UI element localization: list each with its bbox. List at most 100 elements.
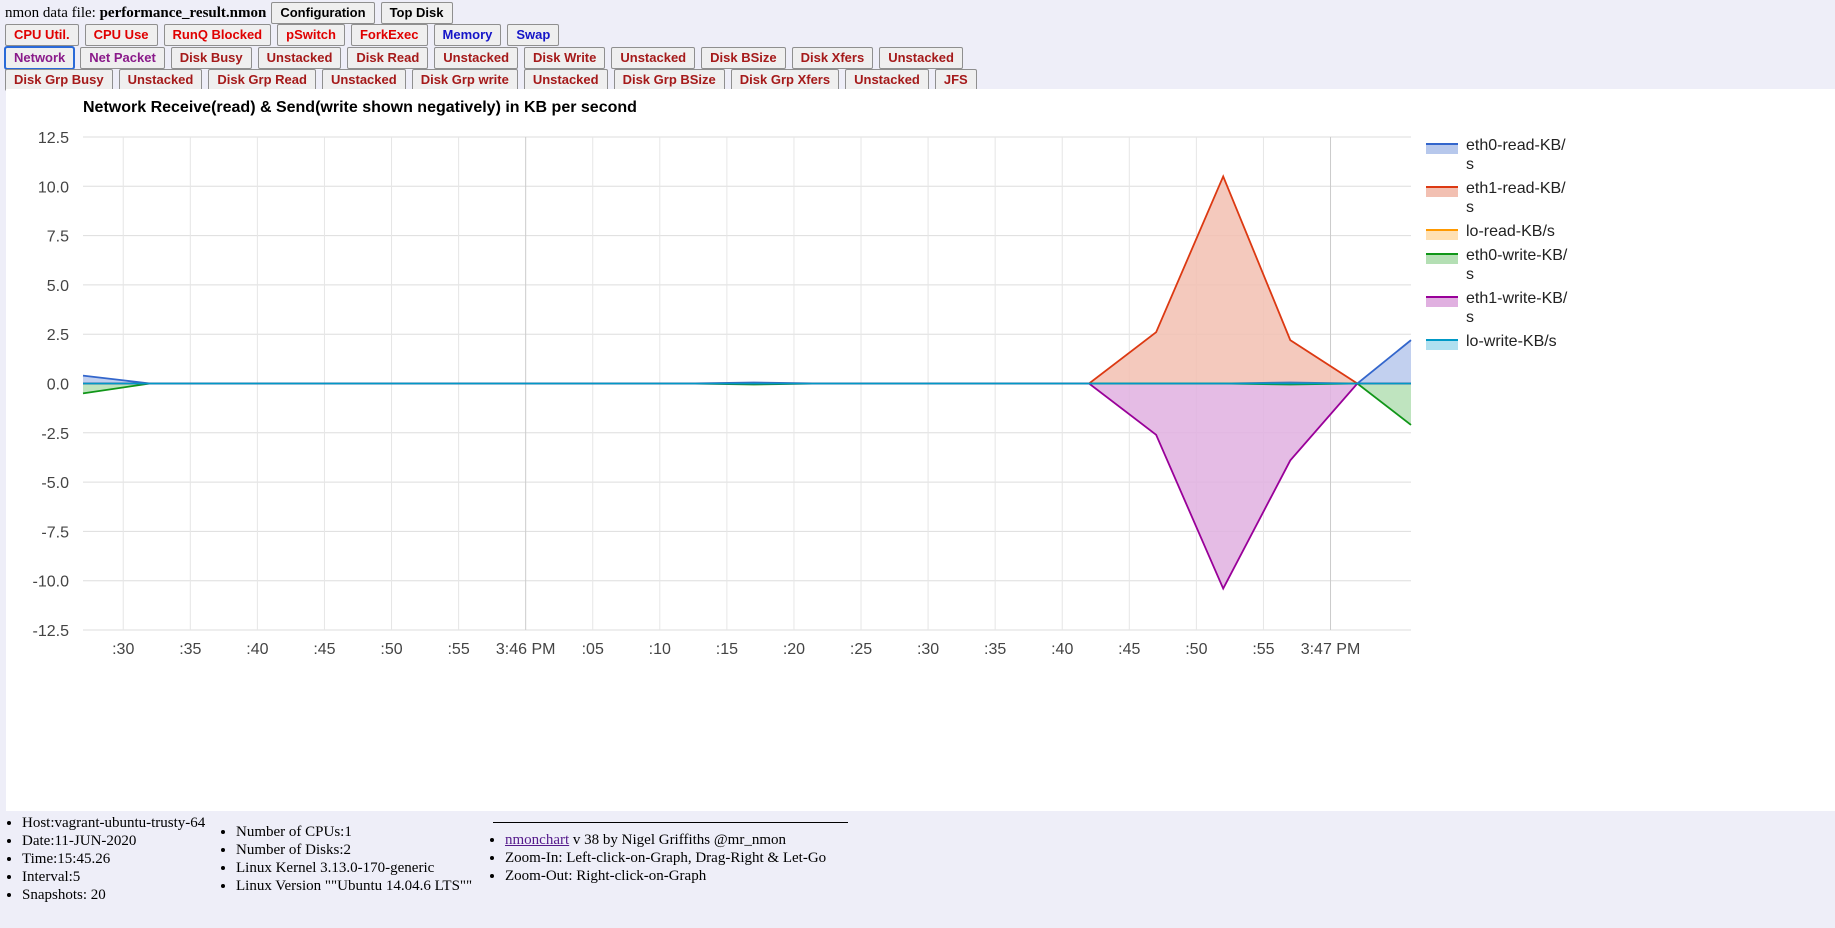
tab-cpu-util-button[interactable]: CPU Util. xyxy=(5,24,79,46)
tab-unstacked-button[interactable]: Unstacked xyxy=(434,47,519,69)
system-info-item: Linux Kernel 3.13.0-170-generic xyxy=(236,859,472,877)
legend-swatch xyxy=(1426,187,1458,197)
system-info-list: Number of CPUs:1Number of Disks:2Linux K… xyxy=(214,823,472,895)
x-tick-label: :50 xyxy=(380,641,402,658)
y-tick-label: -12.5 xyxy=(33,623,70,640)
x-tick-label: :35 xyxy=(179,641,201,658)
credit-text: v 38 by Nigel Griffiths @mr_nmon xyxy=(569,832,787,848)
x-tick-label: :50 xyxy=(1185,641,1207,658)
x-tick-label: :45 xyxy=(1118,641,1140,658)
tab-disk-busy-button[interactable]: Disk Busy xyxy=(170,47,252,69)
y-tick-label: 7.5 xyxy=(47,229,69,246)
legend-entry-eth1-write-kb-s[interactable]: eth1-write-KB/s xyxy=(1426,290,1568,326)
legend-swatch xyxy=(1426,254,1458,264)
zoom-in-hint: Zoom-In: Left-click-on-Graph, Drag-Right… xyxy=(505,849,826,867)
credit-item: nmonchart v 38 by Nigel Griffiths @mr_nm… xyxy=(505,831,826,849)
legend-entry-eth0-read-kb-s[interactable]: eth0-read-KB/s xyxy=(1426,137,1566,173)
tab-net-packet-button[interactable]: Net Packet xyxy=(80,47,165,69)
legend-entry-eth0-write-kb-s[interactable]: eth0-write-KB/s xyxy=(1426,247,1568,283)
x-tick-label: :10 xyxy=(649,641,671,658)
tab-disk-xfers-button[interactable]: Disk Xfers xyxy=(791,47,874,69)
legend-entry-eth1-read-kb-s[interactable]: eth1-read-KB/s xyxy=(1426,180,1566,216)
legend-label: s xyxy=(1466,156,1474,173)
x-tick-label: :35 xyxy=(984,641,1006,658)
y-tick-label: 12.5 xyxy=(38,130,69,147)
y-tick-label: -7.5 xyxy=(41,524,69,541)
legend-entry-lo-write-kb-s[interactable]: lo-write-KB/s xyxy=(1426,333,1557,350)
network-chart[interactable]: Network Receive(read) & Send(write shown… xyxy=(6,89,1835,811)
top-disk-button[interactable]: Top Disk xyxy=(380,2,453,24)
tab-unstacked-button[interactable]: Unstacked xyxy=(321,69,406,91)
tab-disk-read-button[interactable]: Disk Read xyxy=(347,47,429,69)
tab-pswitch-button[interactable]: pSwitch xyxy=(277,24,345,46)
nmonchart-link[interactable]: nmonchart xyxy=(505,832,570,848)
x-tick-label: :55 xyxy=(447,641,469,658)
tab-runq-blocked-button[interactable]: RunQ Blocked xyxy=(163,24,272,46)
tab-network-button[interactable]: Network xyxy=(3,46,76,70)
x-tick-label: :30 xyxy=(112,641,134,658)
tab-unstacked-button[interactable]: Unstacked xyxy=(845,69,929,91)
tab-unstacked-button[interactable]: Unstacked xyxy=(611,47,696,69)
system-info-item: Number of Disks:2 xyxy=(236,841,472,859)
tab-disk-grp-bsize-button[interactable]: Disk Grp BSize xyxy=(613,69,725,91)
host-info-list: Host:vagrant-ubuntu-trusty-64Date:11-JUN… xyxy=(0,814,205,904)
tab-unstacked-button[interactable]: Unstacked xyxy=(523,69,608,91)
x-tick-label: :30 xyxy=(917,641,939,658)
y-tick-label: -2.5 xyxy=(41,426,69,443)
x-tick-label: :45 xyxy=(313,641,335,658)
x-tick-label: :25 xyxy=(850,641,872,658)
tab-unstacked-button[interactable]: Unstacked xyxy=(879,47,963,69)
tab-unstacked-button[interactable]: Unstacked xyxy=(118,69,203,91)
legend-label: eth0-write-KB/ xyxy=(1466,247,1568,264)
tab-disk-bsize-button[interactable]: Disk BSize xyxy=(701,47,786,69)
button-row-cpu-memory: CPU Util. CPU Use RunQ Blocked pSwitch ForkE… xyxy=(5,24,565,46)
legend-label: s xyxy=(1466,199,1474,216)
legend-label: s xyxy=(1466,309,1474,326)
tab-cpu-use-button[interactable]: CPU Use xyxy=(84,24,158,46)
tab-disk-grp-busy-button[interactable]: Disk Grp Busy xyxy=(5,69,113,91)
host-info-item: Time:15:45.26 xyxy=(22,850,205,868)
legend-swatch xyxy=(1426,230,1458,240)
button-row-network-disk: Network Net Packet Disk Busy Unstacked Disk … xyxy=(3,46,969,70)
tab-memory-button[interactable]: Memory xyxy=(433,24,502,46)
x-tick-label: :55 xyxy=(1252,641,1274,658)
legend-entry-lo-read-kb-s[interactable]: lo-read-KB/s xyxy=(1426,223,1555,240)
tab-unstacked-button[interactable]: Unstacked xyxy=(257,47,342,69)
chart-svg[interactable]: Network Receive(read) & Send(write shown… xyxy=(6,89,1835,811)
y-tick-label: 10.0 xyxy=(38,179,69,196)
legend-label: s xyxy=(1466,266,1474,283)
credit-list: nmonchart v 38 by Nigel Griffiths @mr_nm… xyxy=(483,831,826,885)
footer: Host:vagrant-ubuntu-trusty-64Date:11-JUN… xyxy=(0,812,1835,928)
tab-swap-button[interactable]: Swap xyxy=(507,24,560,46)
x-tick-label: :15 xyxy=(716,641,738,658)
y-tick-label: -5.0 xyxy=(41,475,69,492)
configuration-button[interactable]: Configuration xyxy=(271,2,375,24)
eth1-write-kb-s-area xyxy=(83,383,1411,589)
y-tick-label: 5.0 xyxy=(47,278,69,295)
file-label: nmon data file: performance_result.nmon xyxy=(5,4,267,21)
y-tick-label: -10.0 xyxy=(33,574,70,591)
tab-disk-grp-xfers-button[interactable]: Disk Grp Xfers xyxy=(730,69,840,91)
host-info-item: Snapshots: 20 xyxy=(22,886,205,904)
y-tick-label: 0.0 xyxy=(47,377,69,394)
tab-disk-grp-read-button[interactable]: Disk Grp Read xyxy=(208,69,316,91)
tab-disk-write-button[interactable]: Disk Write xyxy=(524,47,606,69)
file-name: performance_result.nmon xyxy=(99,4,267,21)
x-tick-label: 3:46 PM xyxy=(496,641,556,658)
legend-swatch xyxy=(1426,340,1458,350)
header-row: nmon data file: performance_result.nmon … xyxy=(5,2,459,24)
host-info-item: Date:11-JUN-2020 xyxy=(22,832,205,850)
x-tick-label: :20 xyxy=(783,641,805,658)
x-tick-label: :05 xyxy=(582,641,604,658)
zoom-out-hint: Zoom-Out: Right-click-on-Graph xyxy=(505,867,826,885)
legend-label: lo-read-KB/s xyxy=(1466,223,1555,240)
host-info-item: Host:vagrant-ubuntu-trusty-64 xyxy=(22,814,205,832)
host-info-item: Interval:5 xyxy=(22,868,205,886)
tab-forkexec-button[interactable]: ForkExec xyxy=(350,24,428,46)
x-tick-label: :40 xyxy=(1051,641,1073,658)
tab-jfs-button[interactable]: JFS xyxy=(934,69,977,91)
system-info-item: Number of CPUs:1 xyxy=(236,823,472,841)
tab-disk-grp-write-button[interactable]: Disk Grp write xyxy=(411,69,518,91)
y-tick-label: 2.5 xyxy=(47,327,69,344)
x-tick-label: 3:47 PM xyxy=(1301,641,1361,658)
